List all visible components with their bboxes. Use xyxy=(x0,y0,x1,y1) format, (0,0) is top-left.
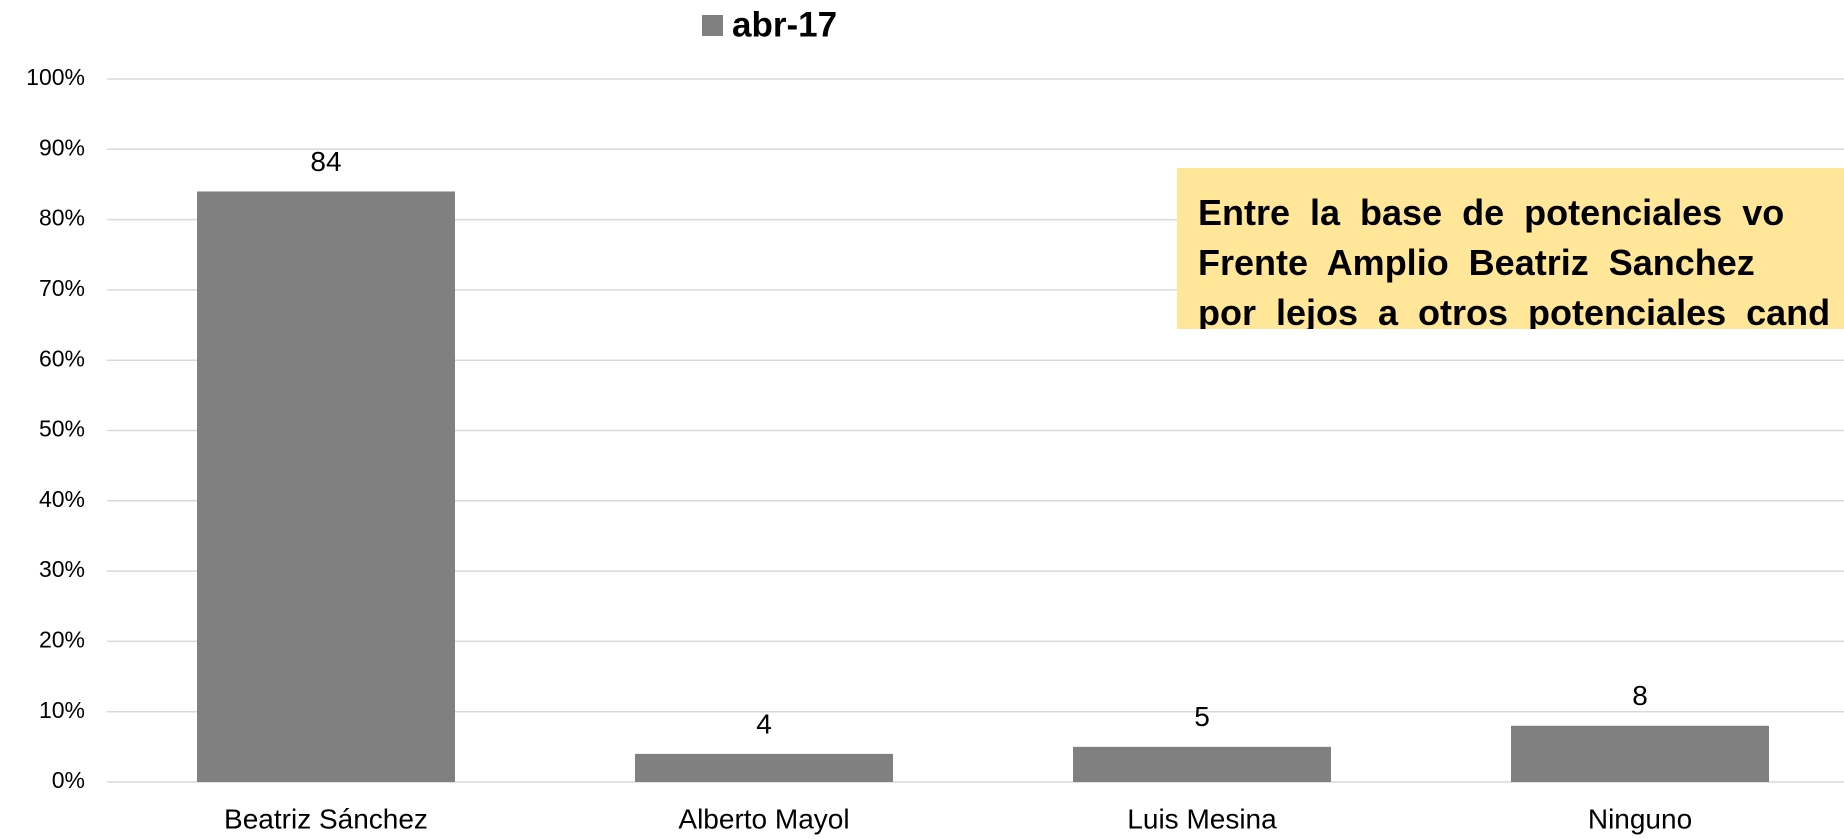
data-label: 5 xyxy=(1194,701,1210,732)
y-tick-label: 0% xyxy=(52,767,85,793)
bar xyxy=(197,191,455,783)
y-tick-label: 90% xyxy=(39,134,85,160)
legend-swatch xyxy=(702,15,723,36)
legend-label: abr-17 xyxy=(732,5,837,44)
annotation-line: por lejos a otros potenciales cand xyxy=(1198,292,1831,329)
data-label: 4 xyxy=(756,708,772,739)
bar xyxy=(1511,725,1769,782)
data-label: 84 xyxy=(310,146,341,177)
x-tick-label: Alberto Mayol xyxy=(678,803,849,834)
bar xyxy=(1073,746,1331,782)
data-label: 8 xyxy=(1632,680,1648,711)
bar xyxy=(635,753,893,782)
x-tick-label: Beatriz Sánchez xyxy=(224,803,428,834)
annotation: Entre la base de potenciales vo Frente A… xyxy=(1177,168,1844,329)
y-tick-label: 50% xyxy=(39,416,85,442)
x-tick-label: Luis Mesina xyxy=(1127,803,1277,834)
y-tick-label: 40% xyxy=(39,486,85,512)
y-tick-label: 100% xyxy=(26,64,85,90)
y-tick-label: 80% xyxy=(39,205,85,231)
y-tick-label: 20% xyxy=(39,626,85,652)
y-tick-label: 70% xyxy=(39,275,85,301)
annotation-line: Frente Amplio Beatriz Sanchez xyxy=(1198,242,1755,283)
y-tick-label: 10% xyxy=(39,697,85,723)
annotation-line: Entre la base de potenciales vo xyxy=(1198,192,1785,233)
x-tick-label: Ninguno xyxy=(1588,803,1692,834)
y-tick-label: 60% xyxy=(39,345,85,371)
y-tick-label: 30% xyxy=(39,556,85,582)
